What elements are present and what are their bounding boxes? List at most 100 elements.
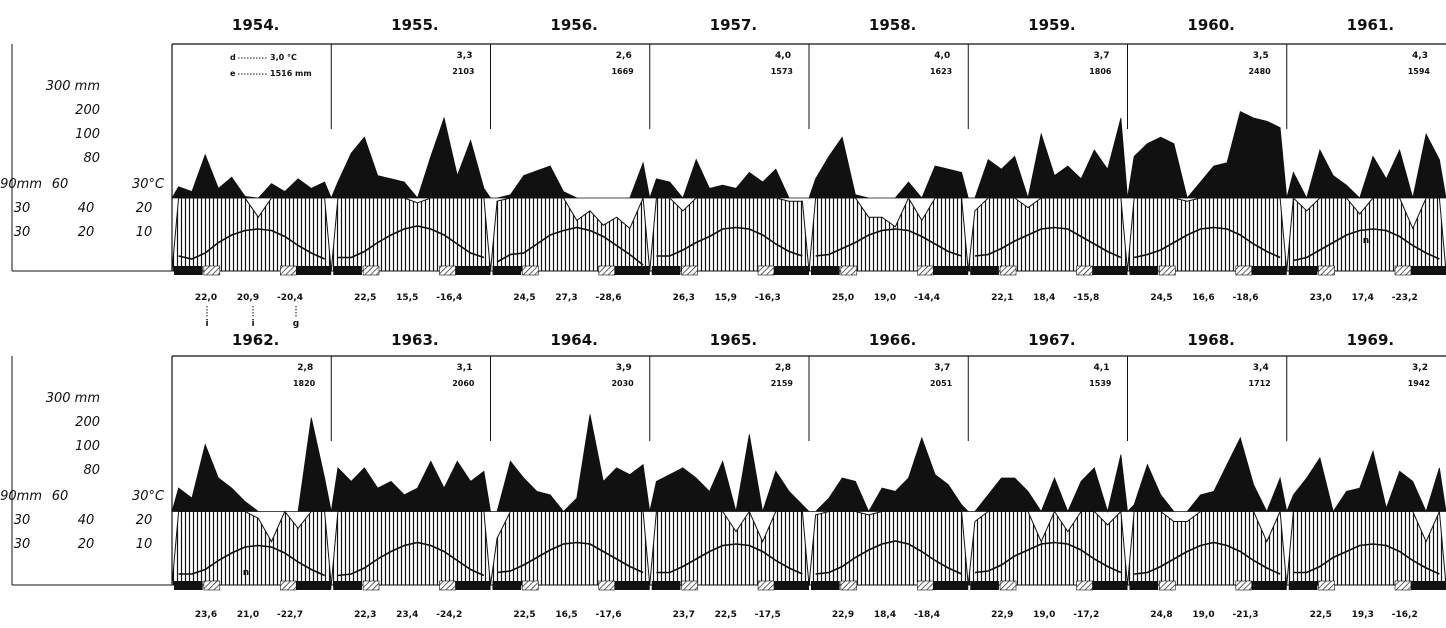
extreme-value-label: 18,4: [874, 610, 896, 620]
annual-temp-label: 3,7: [934, 363, 950, 373]
precip-scale-label: 300 mm: [46, 79, 100, 94]
annual-temp-label: 3,2: [1412, 363, 1428, 373]
extreme-value-label: 22,5: [354, 293, 376, 303]
winter-bar: [773, 581, 809, 590]
annual-temp-label: 3,5: [1253, 51, 1269, 61]
precipitation-excess-area: [808, 136, 969, 199]
extreme-value-label: 23,4: [396, 610, 418, 620]
extreme-value-label: 22,5: [513, 610, 535, 620]
year-panel: 1969. 3,2 1942 22,5 19,3 -16,2: [1286, 331, 1446, 620]
precipitation-area: [967, 197, 1129, 272]
chart-row: 1962. 2,8 1820 23,6 21,0 -22,7 1963. 3,1 2060 22,…: [171, 331, 1446, 620]
extreme-value-label: 19,0: [1192, 610, 1214, 620]
temperature-curve: [1133, 226, 1281, 259]
annual-precip-label: 1594: [1408, 67, 1431, 76]
frost-bar: [279, 265, 297, 276]
annual-precip-label: 1806: [1089, 67, 1112, 76]
precipitation-area: [489, 511, 651, 586]
winter-bar: [174, 266, 203, 275]
temperature-curve: [1134, 541, 1281, 575]
annual-precip-label: 1573: [771, 67, 793, 76]
frost-bar: [1235, 265, 1253, 276]
winter-bar: [773, 266, 809, 275]
frost-bar: [522, 580, 539, 591]
frost-bar: [279, 580, 297, 591]
frost-bar: [598, 580, 616, 591]
precip-scale-label: 100: [75, 439, 100, 454]
axis-labels: 300 mm 200 100 80 90mm 60 30 30 40 20 30°C 20 10 300 …: [0, 44, 172, 586]
precipitation-excess-area: [490, 161, 651, 199]
extreme-value-label: -23,2: [1392, 293, 1418, 303]
temperature-curve: [178, 228, 325, 260]
winter-bar: [174, 581, 203, 590]
frost-bar: [598, 265, 616, 276]
annual-precip-label: 2060: [452, 379, 475, 388]
winter-bar: [811, 581, 840, 590]
annual-temp-label: 2,6: [616, 51, 632, 61]
temp-scale-label: 20: [136, 201, 153, 216]
temp-scale-label: 10: [136, 225, 153, 240]
precipitation-area: [171, 197, 332, 272]
annual-precip-label: 1669: [611, 67, 634, 76]
winter-bar: [1410, 266, 1446, 275]
extreme-value-label: 23,6: [195, 610, 217, 620]
precip-low-label: 60: [52, 177, 69, 192]
extreme-value-label: 19,0: [1033, 610, 1055, 620]
precipitation-area: [1126, 197, 1288, 272]
precipitation-excess-area: [171, 417, 332, 512]
extreme-value-label: 18,4: [1033, 293, 1055, 303]
precip-scale-label: 300 mm: [46, 391, 100, 406]
precip-scale-label: 100: [75, 127, 100, 142]
extreme-value-label: -16,2: [1392, 610, 1418, 620]
annual-temp-label: 4,0: [934, 51, 950, 61]
year-title: 1968.: [1187, 331, 1234, 349]
frost-bar: [1394, 265, 1412, 276]
frost-bar: [1394, 580, 1412, 591]
frost-bar: [1076, 265, 1093, 276]
temp-scale-label: 10: [136, 537, 153, 552]
precipitation-area: [1286, 509, 1446, 586]
annual-temp-label: 4,1: [1094, 363, 1110, 373]
annual-temp-label: 3,1: [457, 363, 473, 373]
year-panel: 1960. 3,5 2480 24,5 16,6 -18,6: [1126, 16, 1288, 303]
frost-bar: [999, 265, 1017, 276]
precipitation-excess-area: [1126, 436, 1288, 513]
winter-bar: [614, 581, 650, 590]
footnote-letter: g: [293, 319, 299, 329]
year-panel: 1959. 3,7 1806 22,1 18,4 -15,8: [967, 16, 1129, 303]
precip-low-label: 30: [14, 201, 31, 216]
winter-bar: [296, 581, 332, 590]
extreme-value-label: -16,4: [436, 293, 462, 303]
winter-bar: [811, 266, 840, 275]
year-title: 1963.: [391, 331, 438, 349]
year-panel: 1961. 4,3 1594 23,0 17,4 -23,2: [1286, 16, 1446, 303]
extreme-value-label: 22,1: [991, 293, 1013, 303]
temperature-curve: [496, 226, 644, 266]
frost-bar: [362, 265, 380, 276]
annual-temp-label: 3,3: [457, 51, 473, 61]
extreme-value-label: 22,9: [832, 610, 854, 620]
annual-precip-label: 1623: [930, 67, 952, 76]
winter-bar: [1251, 581, 1287, 590]
precip-scale-label: 80: [83, 151, 100, 166]
precip-scale-label: 80: [83, 463, 100, 478]
annual-temp-label: 3,7: [1094, 51, 1110, 61]
year-panel: 1968. 3,4 1712 24,8 19,0 -21,3: [1126, 331, 1288, 620]
year-panel: 1954. 22,0 20,9 -20,4: [171, 16, 332, 303]
precip-low-label: 30: [14, 537, 31, 552]
temp-scale-label: 30°C: [132, 177, 165, 192]
precipitation-excess-area: [330, 116, 492, 199]
precipitation-area: [330, 197, 492, 272]
precip-scale-label: 20: [78, 225, 95, 240]
year-title: 1961.: [1347, 16, 1394, 34]
extreme-value-label: -17,6: [596, 610, 622, 620]
temperature-curve: [1293, 543, 1440, 575]
precipitation-area: [330, 511, 492, 586]
precip-low-label: 90mm: [0, 489, 42, 504]
annual-temp-label: 4,0: [775, 51, 791, 61]
frost-bar: [1159, 580, 1176, 591]
precip-scale-label: 200: [75, 103, 100, 118]
annual-temp-label: 3,9: [616, 363, 632, 373]
frost-bar: [439, 265, 456, 276]
precipitation-area: [1286, 196, 1446, 272]
